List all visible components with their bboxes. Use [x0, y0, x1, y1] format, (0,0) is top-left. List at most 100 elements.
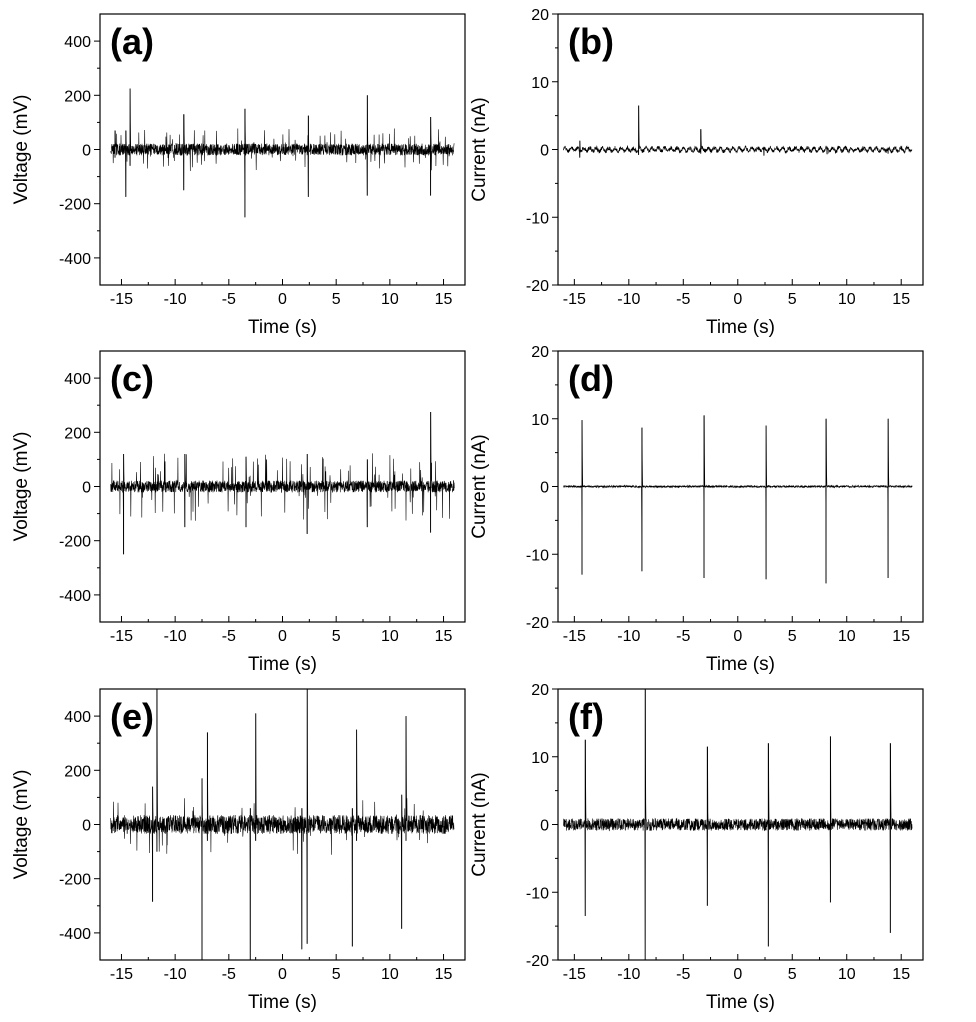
- panel-3: -15 -10 -5 0 5 10 15 -20 -10 0 10 20 Time (s) Current…: [469, 344, 924, 675]
- x-tick-label: -5: [676, 966, 690, 983]
- x-tick-label: -15: [563, 291, 586, 308]
- series-trace: [110, 88, 455, 218]
- x-tick-label: 15: [892, 628, 910, 645]
- x-axis-label: Time (s): [248, 654, 317, 675]
- y-tick-label: 0: [82, 818, 91, 835]
- y-tick-label: -200: [59, 872, 91, 889]
- series-trace: [563, 105, 913, 158]
- y-tick-label: -20: [526, 615, 549, 632]
- series-trace: [563, 415, 913, 584]
- y-tick-label: 200: [64, 425, 91, 442]
- y-tick-label: -10: [526, 885, 549, 902]
- x-tick-label: 0: [733, 628, 742, 645]
- panel-label: (e): [110, 696, 154, 737]
- x-tick-label: 0: [733, 291, 742, 308]
- series-trace: [110, 411, 455, 555]
- x-axis-label: Time (s): [248, 317, 317, 338]
- x-tick-label: 10: [381, 966, 399, 983]
- x-tick-label: 15: [892, 291, 910, 308]
- y-tick-label: -400: [59, 588, 91, 605]
- x-tick-label: 0: [733, 966, 742, 983]
- panel-label: (b): [568, 21, 614, 62]
- y-tick-label: -400: [59, 251, 91, 268]
- x-tick-label: 10: [838, 628, 856, 645]
- y-tick-label: -20: [526, 278, 549, 295]
- x-tick-label: -5: [222, 966, 236, 983]
- panel-5: -15 -10 -5 0 5 10 15 -20 -10 0 10 20 Time (s) Current…: [469, 682, 924, 1013]
- panel-1: -15 -10 -5 0 5 10 15 -20 -10 0 10 20 Time (s) Current…: [469, 7, 924, 338]
- y-tick-label: 400: [64, 709, 91, 726]
- x-tick-label: -15: [110, 628, 133, 645]
- y-tick-label: 0: [540, 818, 549, 835]
- y-tick-label: 400: [64, 371, 91, 388]
- x-tick-label: -5: [676, 291, 690, 308]
- x-tick-label: -10: [164, 628, 187, 645]
- y-tick-label: -200: [59, 534, 91, 551]
- y-tick-label: 0: [540, 480, 549, 497]
- y-tick-label: 20: [531, 344, 549, 361]
- y-tick-label: 0: [82, 143, 91, 160]
- panel-4: -15 -10 -5 0 5 10 15 -400 -200 0 200 400 Time (s) Vol…: [11, 688, 466, 1013]
- y-axis-label: Current (nA): [469, 772, 490, 877]
- y-tick-label: -400: [59, 926, 91, 943]
- x-tick-label: -10: [617, 628, 640, 645]
- x-tick-label: -15: [563, 628, 586, 645]
- y-tick-label: 10: [531, 412, 549, 429]
- x-tick-label: 15: [435, 291, 453, 308]
- x-tick-label: -15: [110, 291, 133, 308]
- y-tick-label: -10: [526, 210, 549, 227]
- panel-0: -15 -10 -5 0 5 10 15 -400 -200 0 200 400 Time (s) Vol…: [11, 13, 466, 338]
- x-tick-label: -5: [676, 628, 690, 645]
- x-axis-label: Time (s): [706, 654, 775, 675]
- x-tick-label: 5: [332, 966, 341, 983]
- series-trace: [563, 689, 913, 960]
- y-axis-label: Voltage (mV): [11, 770, 32, 880]
- x-tick-label: -10: [164, 966, 187, 983]
- x-axis-label: Time (s): [248, 992, 317, 1013]
- x-tick-label: -10: [164, 291, 187, 308]
- x-tick-label: 15: [435, 966, 453, 983]
- x-axis-label: Time (s): [706, 317, 775, 338]
- x-tick-label: 0: [278, 291, 287, 308]
- x-tick-label: 10: [838, 291, 856, 308]
- x-tick-label: 10: [381, 291, 399, 308]
- x-tick-label: 5: [332, 291, 341, 308]
- x-tick-label: 5: [788, 628, 797, 645]
- x-tick-label: 5: [788, 966, 797, 983]
- panel-label: (f): [568, 696, 604, 737]
- x-tick-label: -5: [222, 628, 236, 645]
- panel-2: -15 -10 -5 0 5 10 15 -400 -200 0 200 400 Time (s) Vol…: [11, 350, 466, 675]
- x-tick-label: -15: [110, 966, 133, 983]
- x-tick-label: 5: [788, 291, 797, 308]
- y-tick-label: 200: [64, 763, 91, 780]
- y-tick-label: 400: [64, 34, 91, 51]
- x-tick-label: 5: [332, 628, 341, 645]
- x-tick-label: -10: [617, 966, 640, 983]
- y-tick-label: -20: [526, 953, 549, 970]
- y-axis-label: Voltage (mV): [11, 95, 32, 205]
- y-tick-label: 10: [531, 75, 549, 92]
- x-tick-label: -10: [617, 291, 640, 308]
- y-axis-label: Current (nA): [469, 434, 490, 539]
- x-tick-label: -5: [222, 291, 236, 308]
- panel-label: (d): [568, 358, 614, 399]
- series-trace: [110, 689, 455, 960]
- x-tick-label: 10: [838, 966, 856, 983]
- y-axis-label: Current (nA): [469, 97, 490, 202]
- y-tick-label: 20: [531, 7, 549, 24]
- y-tick-label: -10: [526, 547, 549, 564]
- x-tick-label: 15: [435, 628, 453, 645]
- x-axis-label: Time (s): [706, 992, 775, 1013]
- x-tick-label: -15: [563, 966, 586, 983]
- y-tick-label: 20: [531, 682, 549, 699]
- y-tick-label: 10: [531, 750, 549, 767]
- x-tick-label: 0: [278, 628, 287, 645]
- y-tick-label: 200: [64, 88, 91, 105]
- y-axis-label: Voltage (mV): [11, 432, 32, 542]
- x-tick-label: 15: [892, 966, 910, 983]
- y-tick-label: -200: [59, 197, 91, 214]
- panel-label: (a): [110, 21, 154, 62]
- y-tick-label: 0: [82, 480, 91, 497]
- panel-label: (c): [110, 358, 154, 399]
